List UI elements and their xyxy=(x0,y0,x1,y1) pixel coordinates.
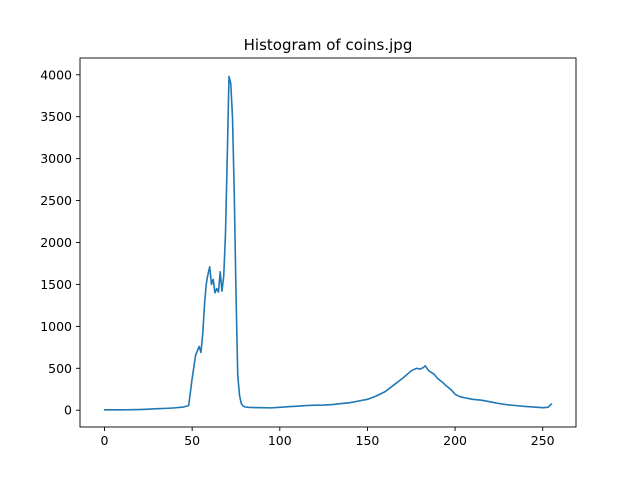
y-tick-label: 500 xyxy=(48,361,72,376)
y-tick-label: 1000 xyxy=(40,319,72,334)
y-tick-label: 3000 xyxy=(40,151,72,166)
y-tick-label: 2000 xyxy=(40,235,72,250)
y-tick-label: 0 xyxy=(64,403,72,418)
x-tick-label: 0 xyxy=(101,433,109,448)
x-tick-label: 200 xyxy=(443,433,467,448)
y-tick-label: 4000 xyxy=(40,67,72,82)
plot-area: 0 50 100 150 200 2500500100015002000250030003… xyxy=(40,57,577,448)
chart-title: Histogram of coins.jpg xyxy=(244,36,413,54)
x-tick-label: 50 xyxy=(184,433,200,448)
y-tick-label: 1500 xyxy=(40,277,72,292)
x-tick-label: 150 xyxy=(356,433,380,448)
data-series-line-0 xyxy=(103,75,553,411)
y-tick-label: 2500 xyxy=(40,193,72,208)
y-tick-label: 3500 xyxy=(40,109,72,124)
x-tick-label: 100 xyxy=(268,433,292,448)
x-tick-label: 250 xyxy=(531,433,555,448)
